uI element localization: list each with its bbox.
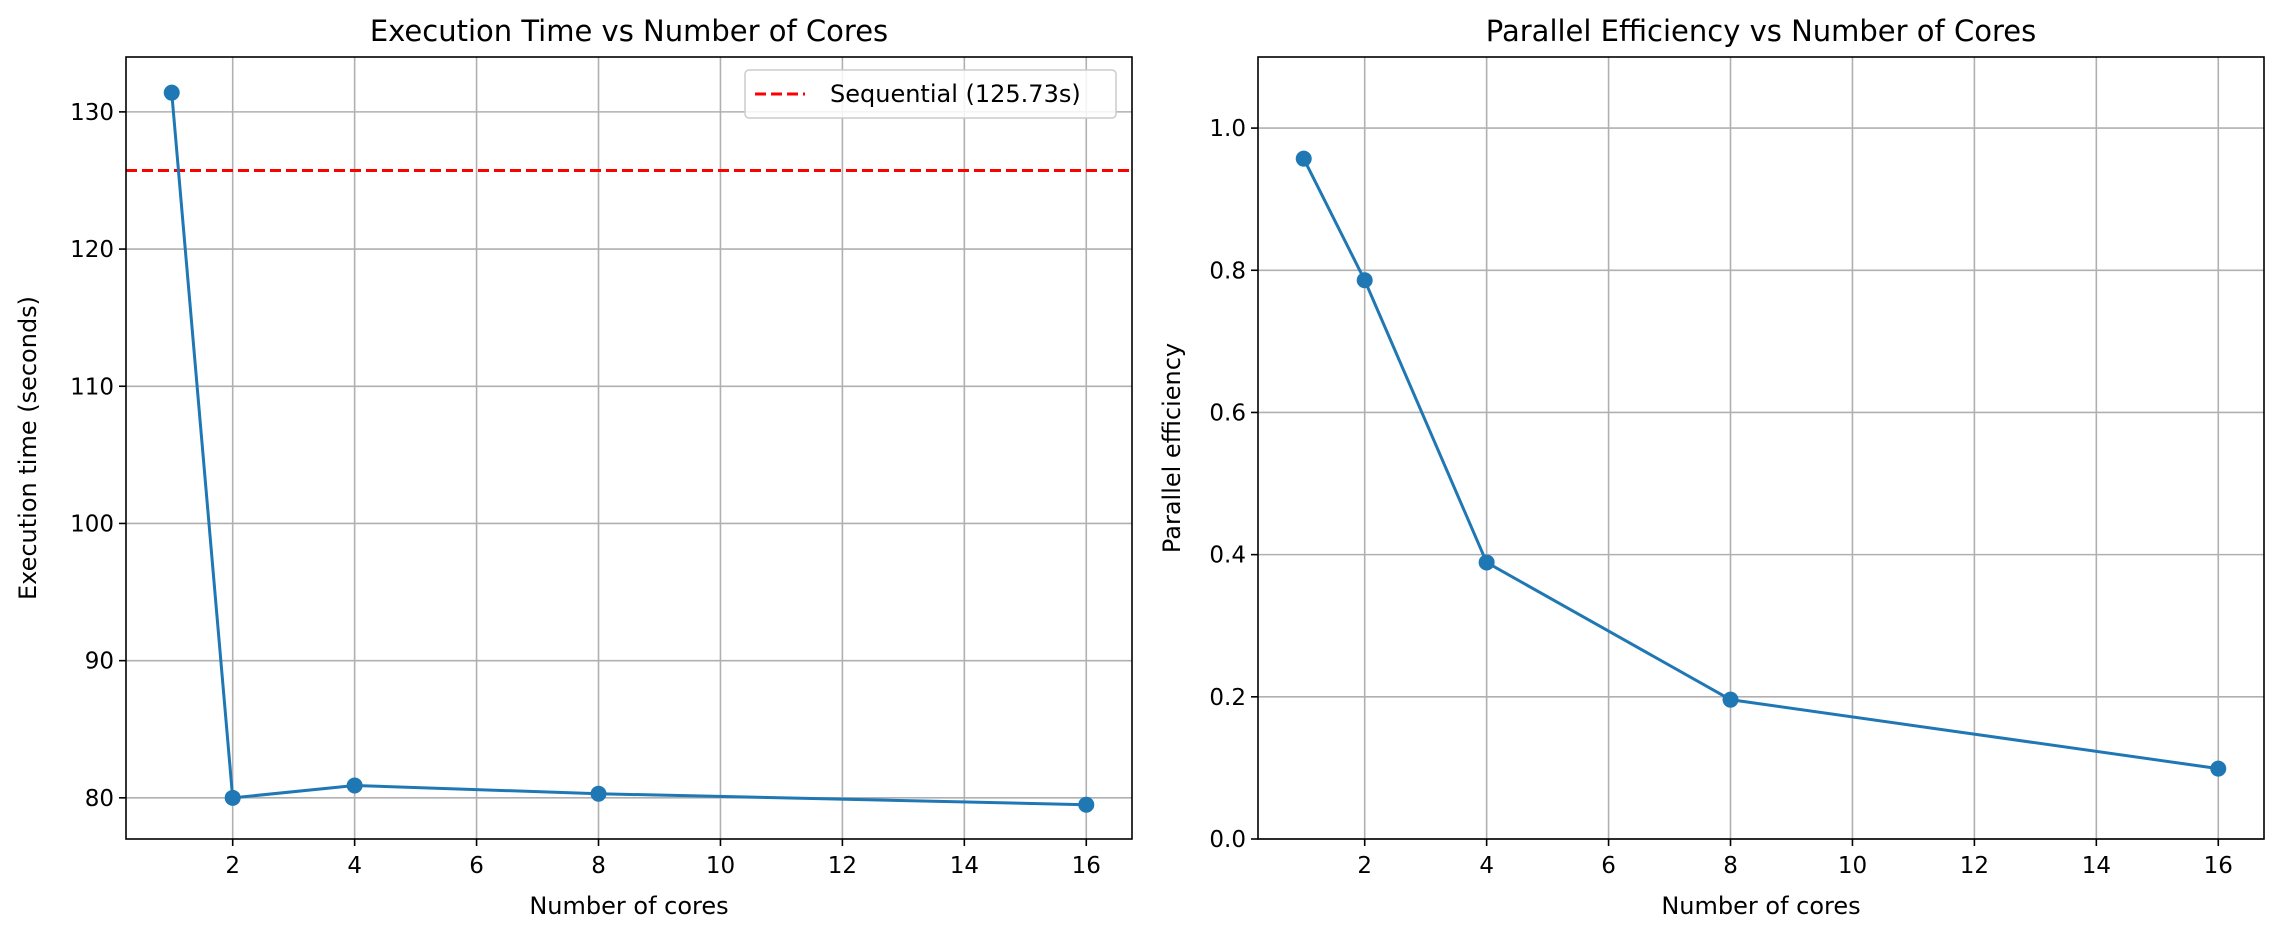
- y-tick-label: 0.8: [1209, 258, 1246, 284]
- data-point: [1478, 554, 1495, 571]
- y-tick-label: 0.0: [1209, 827, 1246, 853]
- x-tick-label: 12: [1960, 853, 1989, 879]
- data-point: [590, 785, 607, 802]
- y-tick-label: 80: [85, 786, 114, 812]
- x-tick-label: 8: [1723, 853, 1738, 879]
- x-tick-label: 6: [1601, 853, 1616, 879]
- legend-box: [744, 69, 1117, 119]
- y-tick-label: 130: [70, 100, 114, 126]
- axes-frame: [1257, 56, 2265, 840]
- x-axis-label: Number of cores: [529, 892, 728, 920]
- x-tick-label: 10: [1838, 853, 1867, 879]
- y-axis-label: Parallel efficiency: [1158, 343, 1186, 553]
- x-tick-label: 12: [828, 853, 857, 879]
- chart-1: 2 4 6 8 10 12 14 16 80 90 100 110 120 130 Execution Ti…: [14, 14, 1133, 920]
- data-point: [1722, 691, 1739, 708]
- data-point: [346, 777, 363, 794]
- chart-2: 2 4 6 8 10 12 14 16 0.0 0.2 0.4 0.6 0.8 1.0 Parallel E…: [1158, 14, 2265, 920]
- x-tick-label: 8: [591, 853, 606, 879]
- x-tick-label: 14: [2082, 853, 2111, 879]
- x-tick-label: 4: [347, 853, 362, 879]
- x-tick-label: 6: [469, 853, 484, 879]
- y-tick-label: 110: [70, 374, 114, 400]
- x-tick-label: 16: [1072, 853, 1101, 879]
- data-point: [2210, 760, 2227, 777]
- legend-entry-label: Sequential (125.73s): [830, 80, 1081, 108]
- x-tick-label: 2: [1357, 853, 1372, 879]
- y-tick-label: 100: [70, 511, 114, 537]
- x-tick-label: 4: [1479, 853, 1494, 879]
- axes-frame: [125, 56, 1133, 840]
- chart-title: Execution Time vs Number of Cores: [370, 14, 888, 48]
- y-tick-label: 90: [85, 649, 114, 675]
- legend: Sequential (125.73s): [744, 69, 1117, 119]
- series-line: [170, 92, 1087, 807]
- y-tick-label: 0.2: [1209, 685, 1246, 711]
- x-tick-label: 2: [225, 853, 240, 879]
- y-tick-label: 0.6: [1209, 400, 1246, 426]
- x-tick-label: 10: [706, 853, 735, 879]
- series-line: [1302, 157, 2219, 771]
- data-point: [224, 789, 241, 806]
- data-point: [1356, 272, 1373, 289]
- data-point: [1295, 150, 1312, 167]
- x-axis-label: Number of cores: [1661, 892, 1860, 920]
- y-tick-label: 1.0: [1209, 116, 1246, 142]
- y-tick-label: 0.4: [1209, 543, 1246, 569]
- x-tick-label: 16: [2204, 853, 2233, 879]
- chart-title: Parallel Efficiency vs Number of Cores: [1486, 14, 2036, 48]
- data-point: [1078, 796, 1095, 813]
- y-axis-label: Execution time (seconds): [14, 296, 42, 600]
- x-tick-label: 14: [950, 853, 979, 879]
- y-tick-label: 120: [70, 237, 114, 263]
- data-point: [163, 84, 180, 101]
